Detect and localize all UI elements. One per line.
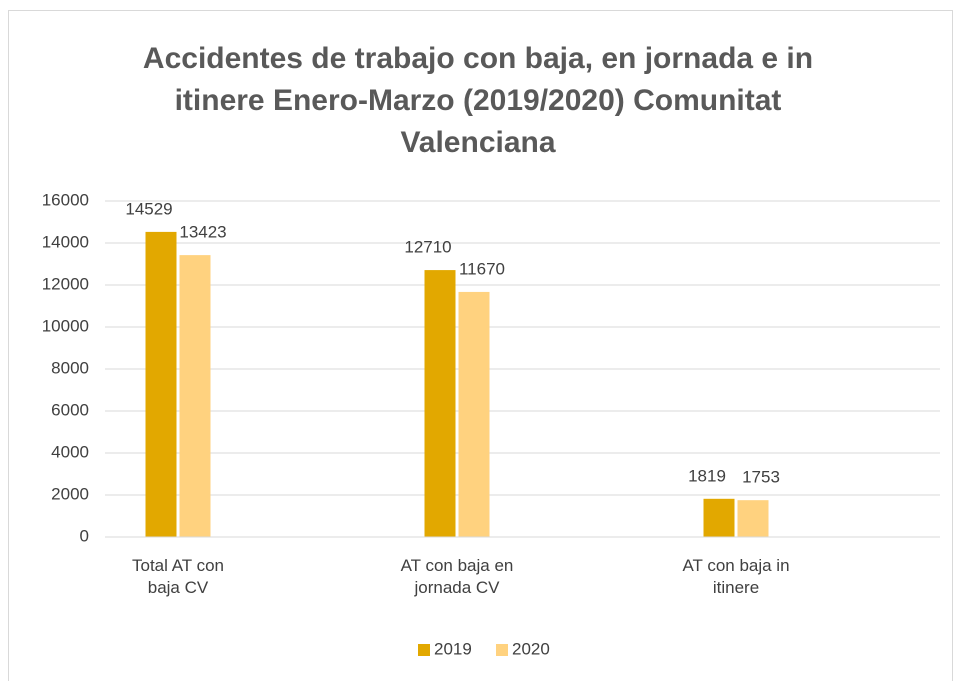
legend-swatch	[418, 644, 430, 656]
chart-title: Accidentes de trabajo con baja, en jorna…	[142, 42, 814, 159]
data-label: 1753	[742, 468, 780, 487]
bar	[179, 255, 211, 537]
y-tick-label: 14000	[42, 232, 89, 251]
data-label: 12710	[404, 238, 451, 257]
data-label: 13423	[179, 223, 226, 242]
data-label: 14529	[125, 199, 172, 218]
y-tick-label: 4000	[51, 442, 89, 461]
bar	[737, 500, 769, 537]
legend-swatch	[496, 644, 508, 656]
data-label: 1819	[688, 466, 726, 485]
y-tick-label: 10000	[42, 316, 89, 335]
x-tick-label: Total AT con baja CV	[132, 556, 224, 597]
bar	[424, 270, 456, 537]
x-tick-label: AT con baja en jornada CV	[400, 556, 514, 597]
legend-label: 2019	[434, 639, 472, 658]
legend-label: 2020	[512, 639, 550, 658]
y-tick-label: 2000	[51, 484, 89, 503]
y-tick-label: 8000	[51, 358, 89, 377]
x-tick-label: AT con baja in itinere	[682, 556, 790, 597]
bar	[458, 291, 490, 537]
y-tick-label: 16000	[42, 190, 89, 209]
y-tick-label: 6000	[51, 400, 89, 419]
y-tick-label: 0	[80, 526, 89, 545]
data-label: 11670	[459, 259, 505, 278]
y-tick-label: 12000	[42, 274, 89, 293]
bar	[145, 231, 177, 538]
bar	[703, 498, 735, 537]
